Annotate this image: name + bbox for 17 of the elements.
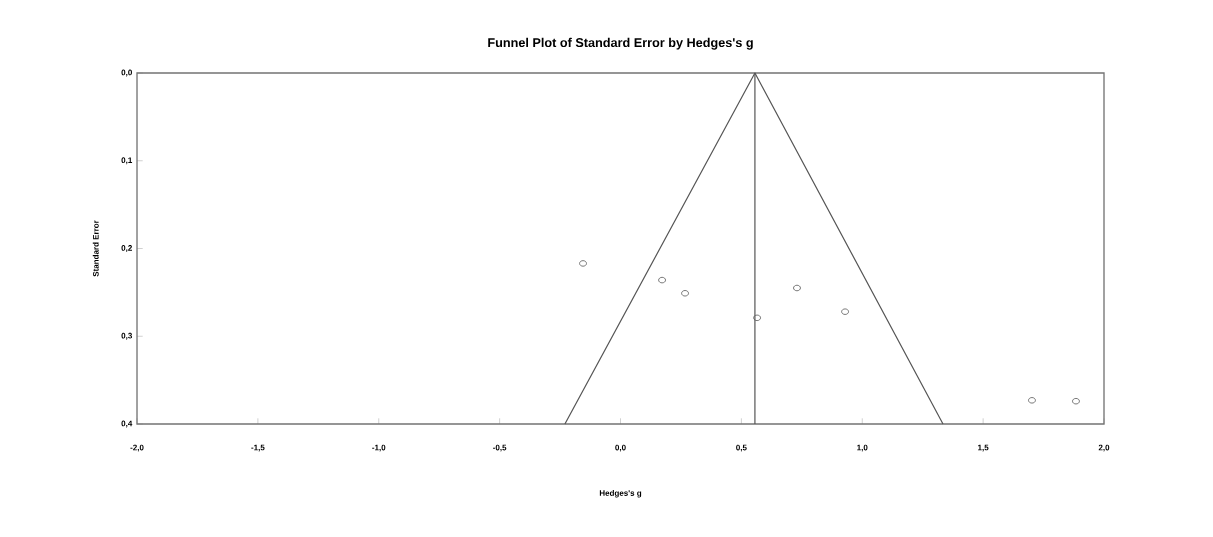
x-tick-label: -1,0: [372, 444, 386, 452]
x-tick-label: -1,5: [251, 444, 265, 452]
y-tick-label: 0,3: [121, 332, 133, 340]
y-tick-label: 0,2: [121, 245, 132, 252]
x-tick-label: 0,5: [736, 444, 747, 452]
x-tick-label: 0,0: [615, 444, 626, 452]
y-tick-label: 0,0: [121, 69, 132, 77]
x-tick-label: 1,5: [978, 444, 989, 452]
x-tick-label: -2,0: [130, 444, 144, 452]
y-tick-label: 0,1: [121, 157, 133, 165]
x-tick-label: 2,0: [1098, 444, 1110, 452]
y-axis-title: Standard Error: [92, 220, 99, 277]
x-tick-label: -0,5: [493, 444, 507, 452]
y-tick-label: 0,4: [121, 420, 133, 428]
x-axis-title: Hedges's g: [599, 490, 642, 498]
chart-title: Funnel Plot of Standard Error by Hedges's g: [488, 37, 753, 50]
x-tick-label: 1,0: [857, 444, 868, 452]
